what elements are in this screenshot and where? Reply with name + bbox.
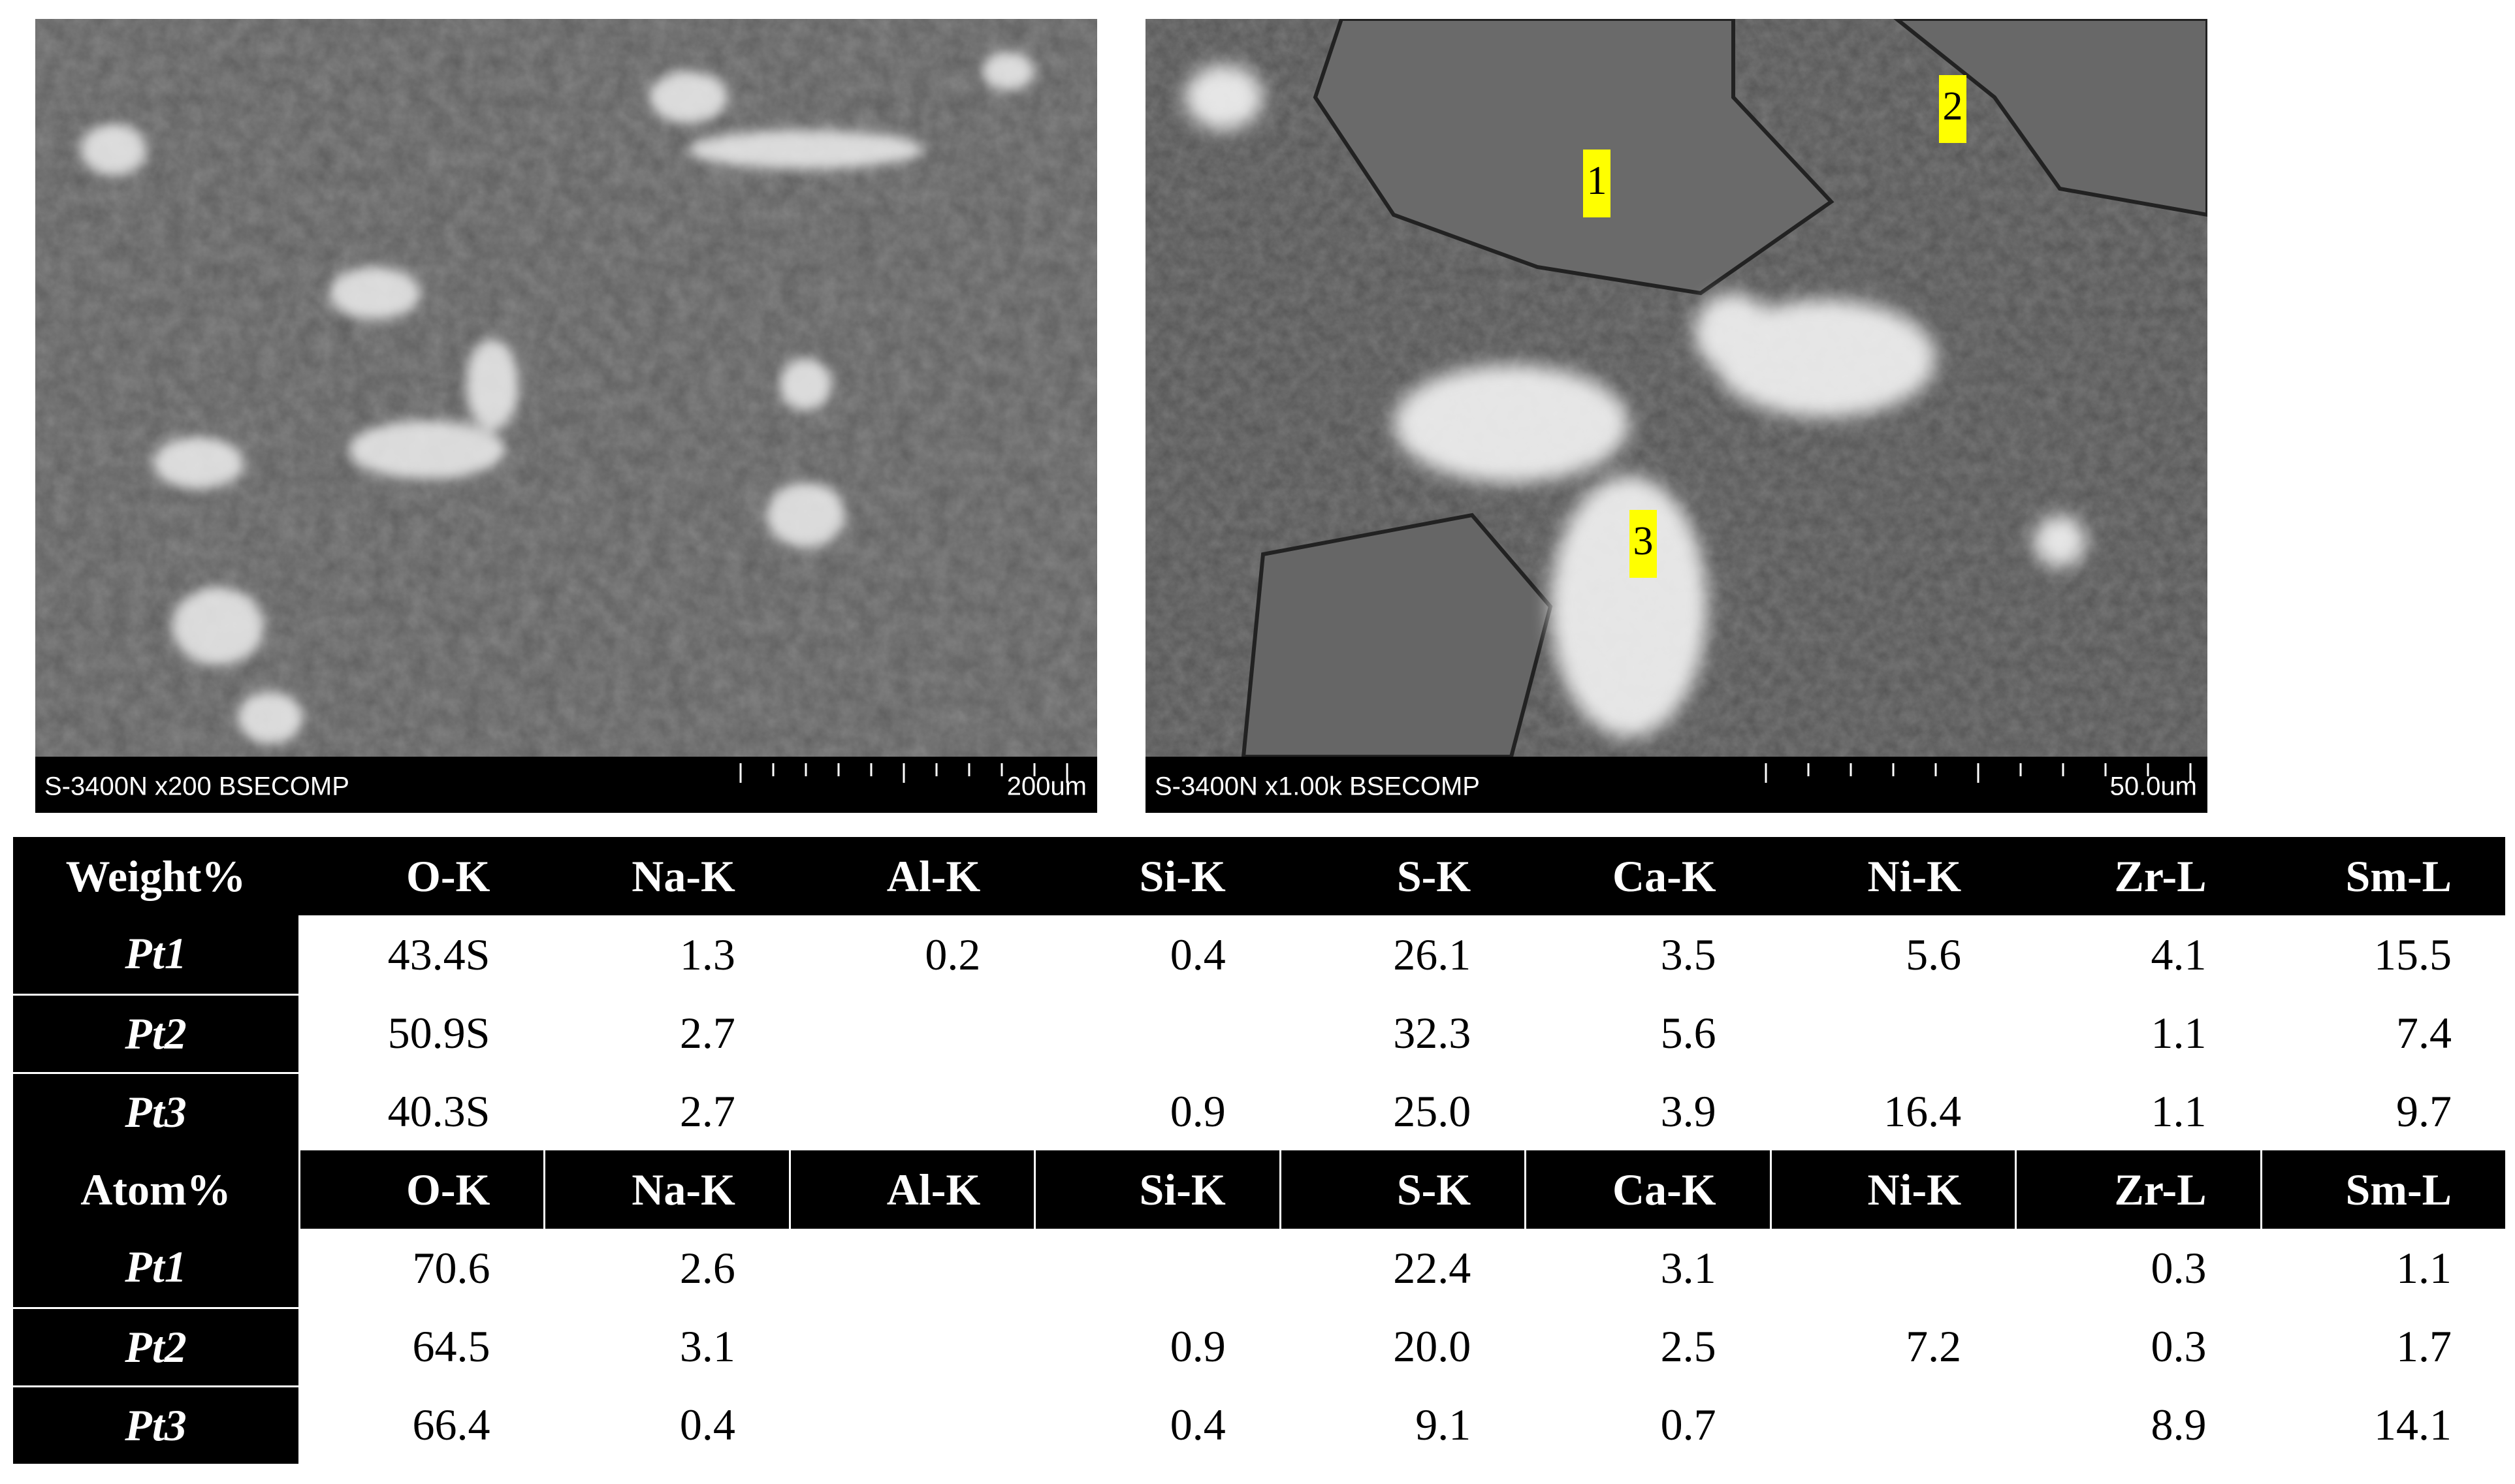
table-cell: 64.5 — [412, 1321, 490, 1371]
header-cell: Zr-L — [2015, 1150, 2260, 1229]
table-cell: 14.1 — [2373, 1400, 2452, 1449]
table-cell: 66.4 — [412, 1400, 490, 1449]
header-cell: S-K — [1279, 1150, 1525, 1229]
header-cell: Na-K — [543, 1150, 789, 1229]
row-label: Pt3 — [13, 1072, 298, 1150]
table-cell: 2.7 — [679, 1008, 735, 1058]
header-cell: S-K — [1279, 837, 1525, 915]
sem-image: 1 2 3 S-3400N x1.00k BSECOMP 50.0um — [1145, 19, 2207, 813]
table-cell: 3.9 — [1660, 1086, 1716, 1136]
table-cell: 2.7 — [679, 1086, 735, 1136]
header-cell: Ni-K — [1769, 1150, 2015, 1229]
table-cell: 0.3 — [2151, 1243, 2207, 1293]
header-cell: Weight% — [13, 837, 298, 915]
header-cell: Ca-K — [1524, 1150, 1770, 1229]
row-label: Pt3 — [13, 1385, 298, 1464]
scale-label: 200um — [1007, 772, 1087, 801]
table-cell: 16.4 — [1883, 1086, 1962, 1136]
point-marker: 1 — [1587, 159, 1607, 203]
table-cell: 2.5 — [1660, 1321, 1716, 1371]
header-cell: Al-K — [788, 837, 1034, 915]
header-cell: Sm-L — [2260, 837, 2505, 915]
table-cell: 0.7 — [1660, 1400, 1716, 1449]
table-cell: 9.7 — [2395, 1086, 2452, 1136]
table-cell: 4.1 — [2151, 930, 2207, 979]
table-cell: 40.3S — [387, 1086, 490, 1136]
row-label: Pt2 — [13, 994, 298, 1072]
table-cell: 43.4S — [387, 930, 490, 979]
sem-image: S-3400N x200 BSECOMP 200um — [35, 19, 1097, 813]
table-cell: 0.3 — [2151, 1321, 2207, 1371]
table-cell: 0.9 — [1170, 1321, 1226, 1371]
header-cell: Al-K — [788, 1150, 1034, 1229]
row-label: Pt1 — [13, 1229, 298, 1307]
header-cell: Ca-K — [1524, 837, 1770, 915]
header-cell: Ni-K — [1769, 837, 2015, 915]
table-cell: 7.2 — [1906, 1321, 1962, 1371]
scale-label: 50.0um — [2110, 772, 2197, 801]
table-cell: 32.3 — [1393, 1008, 1471, 1058]
table-cell: 9.1 — [1415, 1400, 1471, 1449]
table-cell: 0.4 — [1170, 1400, 1226, 1449]
table-cell: 7.4 — [2395, 1008, 2452, 1058]
table-cell: 25.0 — [1393, 1086, 1471, 1136]
table-cell: 3.1 — [1660, 1243, 1716, 1293]
table-cell: 1.1 — [2151, 1008, 2207, 1058]
table-cell: 1.1 — [2395, 1243, 2452, 1293]
header-cell: O-K — [298, 1150, 544, 1229]
table-cell: 5.6 — [1660, 1008, 1716, 1058]
row-label: Pt2 — [13, 1307, 298, 1385]
header-cell: Si-K — [1034, 837, 1279, 915]
table-cell: 26.1 — [1393, 930, 1471, 979]
table-cell: 1.7 — [2395, 1321, 2452, 1371]
table-cell: 5.6 — [1906, 930, 1962, 979]
header-cell: Si-K — [1034, 1150, 1279, 1229]
table-cell: 2.6 — [679, 1243, 735, 1293]
table-cell: 1.3 — [679, 930, 735, 979]
point-marker: 2 — [1943, 84, 1963, 129]
table-cell: 15.5 — [2373, 930, 2452, 979]
header-cell: Atom% — [13, 1150, 298, 1229]
header-cell: Na-K — [543, 837, 789, 915]
table-cell: 0.4 — [1170, 930, 1226, 979]
table-cell: 3.5 — [1660, 930, 1716, 979]
point-marker: 3 — [1633, 519, 1654, 563]
table-cell: 20.0 — [1393, 1321, 1471, 1371]
table-cell: 50.9S — [387, 1008, 490, 1058]
table-cell: 0.2 — [925, 930, 981, 979]
header-cell: O-K — [298, 837, 544, 915]
table-cell: 70.6 — [412, 1243, 490, 1293]
table-cell: 1.1 — [2151, 1086, 2207, 1136]
table-cell: 0.9 — [1170, 1086, 1226, 1136]
table-cell: 22.4 — [1393, 1243, 1471, 1293]
header-cell: Sm-L — [2260, 1150, 2505, 1229]
image-caption: S-3400N x200 BSECOMP — [44, 772, 349, 801]
image-caption: S-3400N x1.00k BSECOMP — [1155, 772, 1480, 801]
table-cell: 3.1 — [679, 1321, 735, 1371]
table-cell: 8.9 — [2151, 1400, 2207, 1449]
row-label: Pt1 — [13, 915, 298, 994]
header-cell: Zr-L — [2015, 837, 2260, 915]
table-cell: 0.4 — [679, 1400, 735, 1449]
